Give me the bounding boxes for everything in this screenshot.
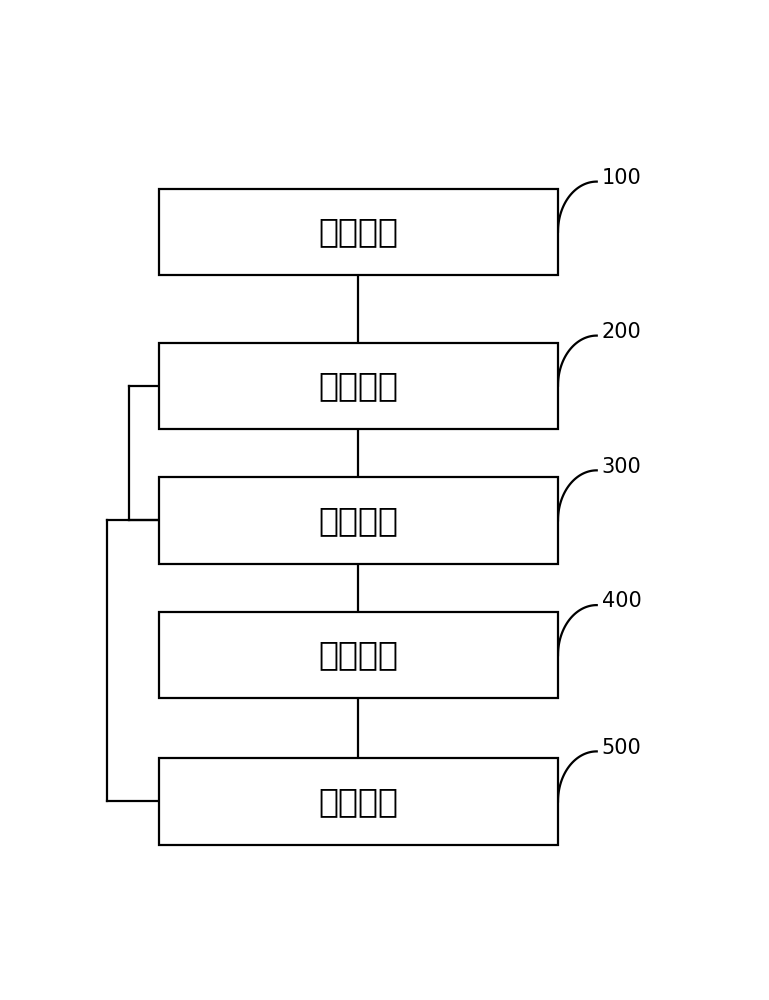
Text: 400: 400 [601,591,641,611]
Text: 过滤装置: 过滤装置 [318,639,398,672]
Text: 200: 200 [601,322,641,342]
Bar [158,477,558,564]
Text: 置换装置: 置换装置 [318,504,398,537]
Bar [158,189,558,275]
Bar [158,343,558,429]
Text: 焙烧装置: 焙烧装置 [318,215,398,248]
Text: 浸出装置: 浸出装置 [318,369,398,402]
Text: 500: 500 [601,738,641,758]
Text: 100: 100 [601,168,641,188]
Text: 300: 300 [601,457,641,477]
Text: 精制装置: 精制装置 [318,785,398,818]
Bar [158,612,558,698]
Bar [158,758,558,845]
